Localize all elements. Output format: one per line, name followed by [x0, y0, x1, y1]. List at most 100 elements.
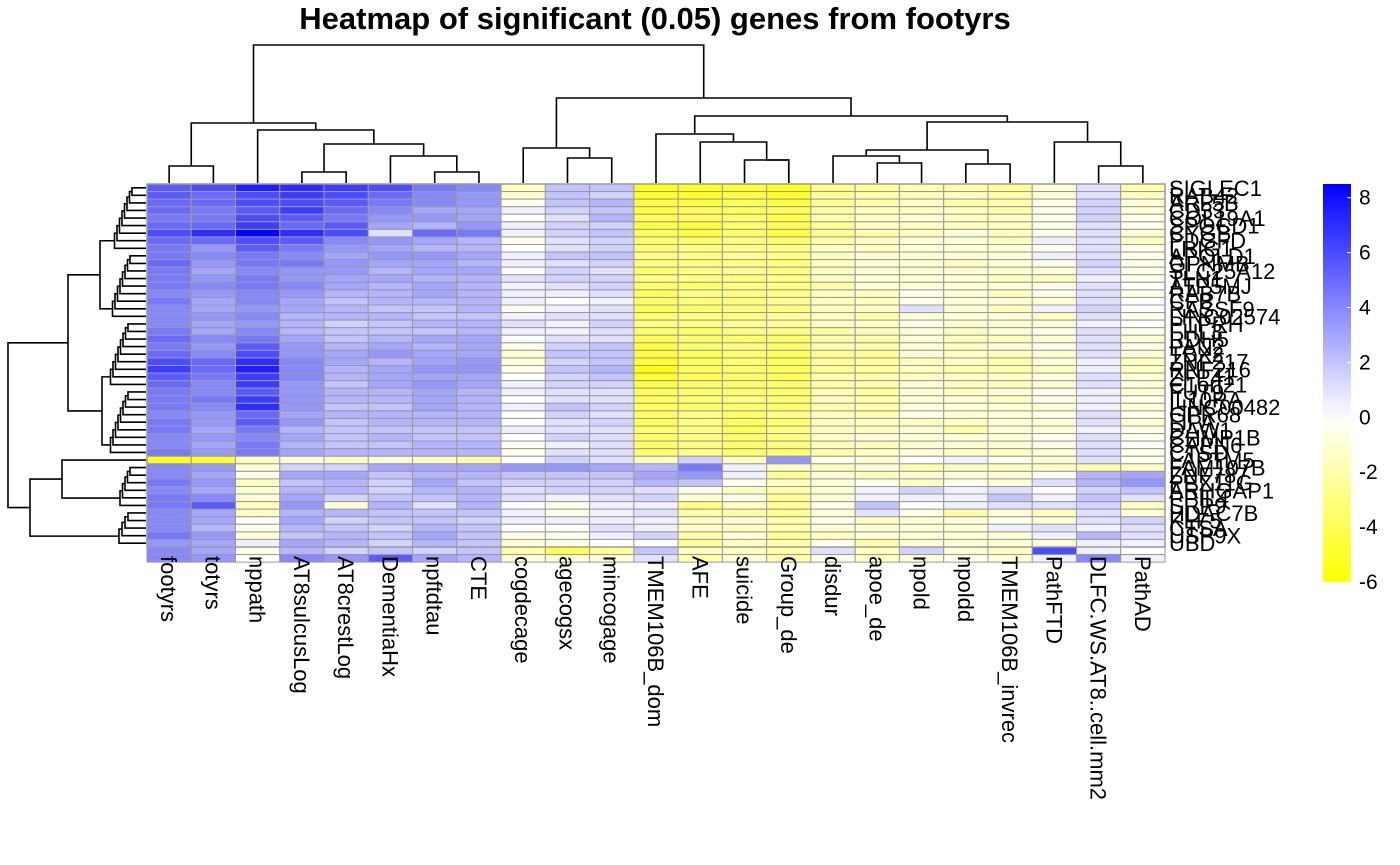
heatmap-cell [323, 463, 369, 472]
heatmap-cell [323, 349, 369, 359]
heatmap-cell [412, 372, 458, 382]
heatmap-cell [854, 365, 900, 374]
heatmap-cell [677, 470, 723, 480]
row-label: PPIL4 [1169, 486, 1229, 511]
heatmap-cell [1120, 523, 1166, 533]
heatmap-cell [589, 244, 635, 253]
heatmap-cell [810, 221, 856, 230]
heatmap-cell [190, 380, 237, 389]
heatmap-cell [323, 342, 369, 351]
heatmap-cell [943, 213, 989, 223]
heatmap-cell [190, 198, 237, 208]
heatmap-cell [235, 221, 281, 230]
heatmap-cell [854, 425, 900, 435]
heatmap-cell [766, 349, 812, 359]
heatmap-cell [810, 281, 856, 291]
heatmap-cell [456, 417, 502, 427]
heatmap-cell [190, 206, 237, 215]
heatmap-cell [987, 296, 1033, 306]
heatmap-cell [810, 327, 856, 336]
heatmap-cell [146, 221, 192, 230]
heatmap-cell [987, 259, 1033, 268]
heatmap-cell [633, 395, 679, 404]
heatmap-cell [721, 304, 768, 314]
heatmap-cell [987, 417, 1033, 427]
heatmap-cell [1031, 221, 1077, 230]
heatmap-cell [323, 538, 369, 548]
heatmap-cell [544, 523, 591, 533]
heatmap-cell [279, 493, 325, 503]
heatmap-cell [1031, 508, 1077, 518]
heatmap-cell [500, 228, 546, 238]
heatmap-cell [633, 349, 679, 359]
heatmap-cell [500, 312, 546, 321]
heatmap-cell [589, 372, 635, 382]
heatmap-cell [1075, 425, 1122, 435]
heatmap-cell [1120, 228, 1166, 238]
heatmap-cell [721, 312, 768, 321]
heatmap-cell [323, 455, 369, 465]
heatmap-cell [367, 417, 414, 427]
heatmap-cell [323, 402, 369, 412]
heatmap-cell [323, 410, 369, 419]
dendrogram-branch [67, 273, 102, 412]
heatmap-cell [766, 274, 812, 283]
heatmap-cell [854, 296, 900, 306]
heatmap-cell [190, 523, 237, 533]
heatmap-cell [854, 501, 900, 510]
heatmap-cell [589, 493, 635, 503]
heatmap-cell [854, 531, 900, 540]
heatmap-cell [456, 508, 502, 518]
dendrogram-branch [127, 391, 146, 401]
heatmap-cell [589, 236, 635, 246]
heatmap-cell [323, 274, 369, 283]
heatmap-cell [677, 372, 723, 382]
column-label: npoldd [953, 556, 978, 622]
heatmap-cell [323, 266, 369, 276]
row-label: SRP9 [1169, 493, 1226, 518]
heatmap-cell [146, 213, 192, 223]
dendrogram-branch [965, 163, 1011, 183]
heatmap-cell [456, 365, 502, 374]
heatmap-cell [235, 213, 281, 223]
heatmap-cell [810, 191, 856, 200]
heatmap-cell [367, 251, 414, 261]
heatmap-cell [589, 478, 635, 488]
column-label: cogdecage [510, 556, 535, 664]
heatmap-cell [279, 228, 325, 238]
heatmap-cell [898, 281, 945, 291]
heatmap-cell [190, 327, 237, 336]
heatmap-cell [500, 493, 546, 503]
heatmap-cell [235, 236, 281, 246]
heatmap-cell [898, 387, 945, 397]
heatmap-cell [544, 198, 591, 208]
heatmap-cell [810, 523, 856, 533]
heatmap-cell [412, 546, 458, 556]
heatmap-cell [500, 221, 546, 230]
heatmap-cell [677, 546, 723, 556]
heatmap-cell [412, 455, 458, 465]
heatmap-cell [367, 425, 414, 435]
heatmap-cell [412, 508, 458, 518]
heatmap-cell [810, 365, 856, 374]
heatmap-cell [633, 228, 679, 238]
heatmap-cell [987, 501, 1033, 510]
heatmap-cell [943, 478, 989, 488]
heatmap-cell [544, 319, 591, 329]
heatmap-cell [987, 425, 1033, 435]
dendrogram-branch [926, 121, 1089, 150]
heatmap-cell [633, 319, 679, 329]
heatmap-cell [323, 365, 369, 374]
heatmap-cell [190, 183, 237, 193]
heatmap-cell [279, 206, 325, 215]
heatmap-cell [190, 357, 237, 367]
heatmap-cell [1120, 531, 1166, 540]
heatmap-cell [987, 387, 1033, 397]
heatmap-cell [1031, 493, 1077, 503]
heatmap-cell [854, 440, 900, 450]
heatmap-cell [810, 546, 856, 556]
heatmap-cell [544, 478, 591, 488]
heatmap-cell [235, 266, 281, 276]
row-label: SIGLEC1 [1169, 176, 1262, 201]
heatmap-cell [544, 417, 591, 427]
